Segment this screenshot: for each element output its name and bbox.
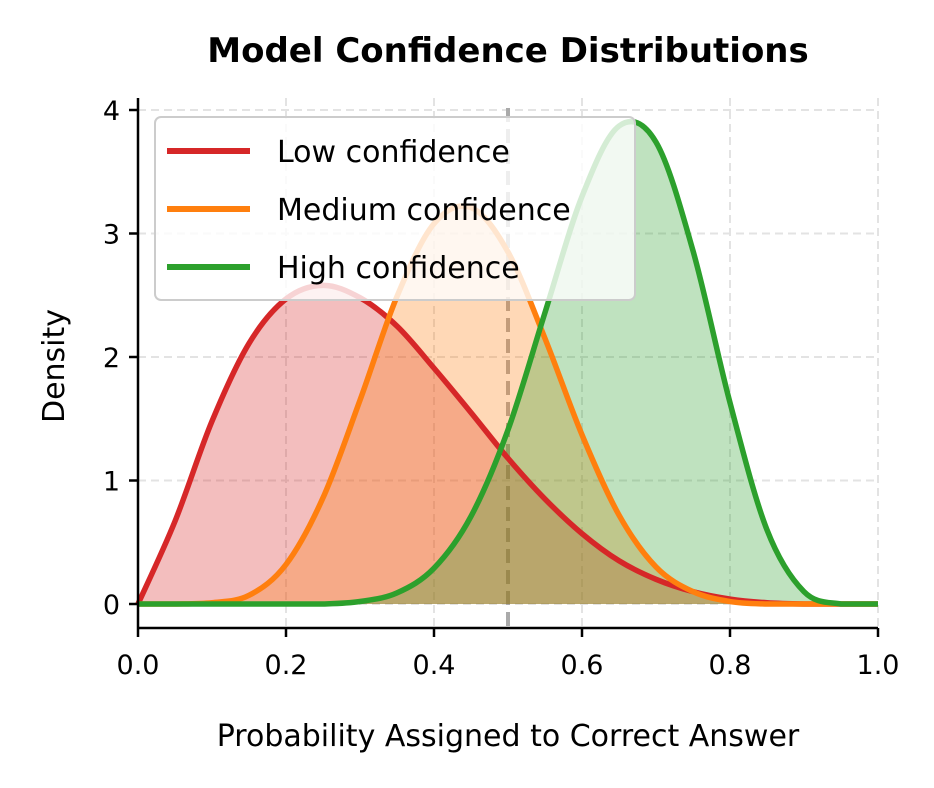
area-low-confidence — [138, 285, 878, 604]
y-axis-ticks: 0 1 2 3 4 — [103, 96, 138, 621]
x-axis-ticks: 0.0 0.2 0.4 0.6 0.8 1.0 — [117, 628, 900, 681]
x-axis-label: Probability Assigned to Correct Answer — [217, 719, 800, 754]
axes — [136, 98, 878, 630]
line-high-confidence — [138, 118, 878, 607]
x-tick-label: 0.8 — [709, 650, 752, 681]
x-tick-label: 0.2 — [265, 650, 308, 681]
area-medium-confidence — [138, 205, 878, 605]
legend-label-high-confidence: High confidence — [277, 251, 520, 286]
y-axis-label: Density — [37, 309, 72, 423]
y-tick-label: 2 — [103, 343, 120, 374]
x-tick-label: 0.0 — [117, 650, 160, 681]
legend-label-low-confidence: Low confidence — [277, 135, 510, 170]
y-tick-label: 1 — [103, 467, 120, 498]
legend: Low confidence Medium confidence High conf… — [154, 116, 636, 301]
x-tick-label: 1.0 — [857, 650, 900, 681]
legend-box — [154, 116, 636, 301]
chart-title: Model Confidence Distributions — [207, 31, 809, 71]
y-tick-label: 4 — [103, 96, 120, 127]
y-tick-label: 0 — [103, 590, 120, 621]
legend-label-medium-confidence: Medium confidence — [277, 193, 571, 228]
area-high-confidence — [138, 121, 878, 605]
series-fills — [138, 121, 878, 605]
x-tick-label: 0.6 — [561, 650, 604, 681]
x-tick-label: 0.4 — [413, 650, 456, 681]
y-tick-label: 3 — [103, 220, 120, 251]
